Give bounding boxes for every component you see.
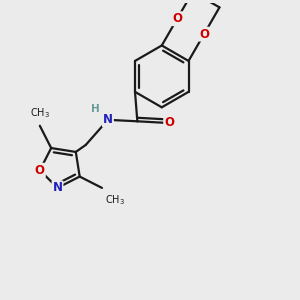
Text: N: N xyxy=(52,182,62,194)
Text: CH$_3$: CH$_3$ xyxy=(105,193,125,207)
Text: N: N xyxy=(103,113,113,126)
Text: H: H xyxy=(91,103,100,114)
Text: O: O xyxy=(172,12,182,25)
Text: O: O xyxy=(164,116,174,129)
Text: O: O xyxy=(199,28,209,41)
Text: O: O xyxy=(35,164,45,177)
Text: CH$_3$: CH$_3$ xyxy=(30,106,50,120)
